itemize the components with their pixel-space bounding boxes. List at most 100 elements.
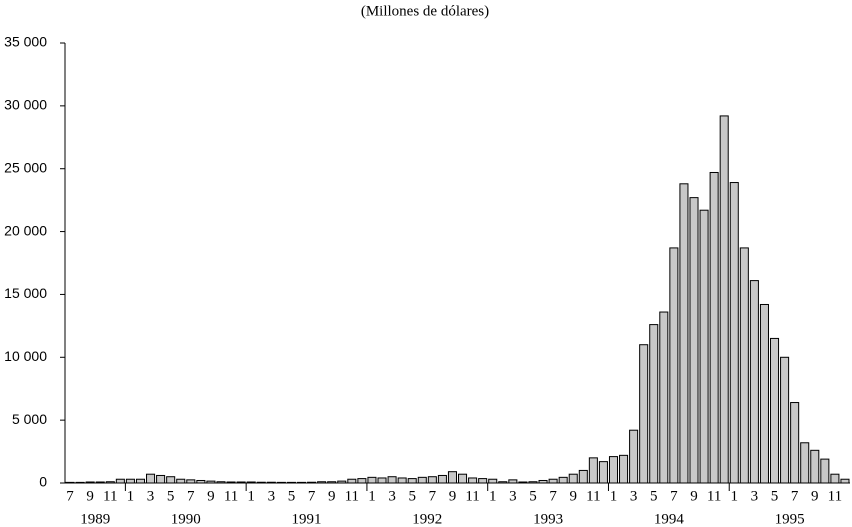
year-label: 1994 (654, 511, 685, 527)
bar (790, 402, 800, 484)
bar (468, 477, 478, 484)
bar (729, 182, 739, 484)
bar (719, 115, 729, 484)
year-label: 1990 (171, 511, 201, 527)
bar (498, 481, 508, 484)
x-tick-label: 11 (586, 488, 600, 504)
x-tick-label: 5 (529, 488, 537, 504)
bar (528, 481, 538, 484)
x-tick-label: 9 (811, 488, 819, 504)
bar (236, 481, 246, 484)
x-tick-label: 1 (368, 488, 376, 504)
x-tick-label: 5 (408, 488, 416, 504)
bar (437, 474, 447, 484)
bar (689, 197, 699, 484)
bar (166, 476, 176, 484)
bar (619, 454, 629, 484)
bar (95, 481, 105, 484)
bar (156, 474, 166, 484)
bar (649, 324, 659, 484)
x-tick-label: 9 (690, 488, 698, 504)
x-tick-label: 1 (489, 488, 497, 504)
x-tick-label: 9 (86, 488, 94, 504)
x-tick-label: 7 (187, 488, 195, 504)
bar (800, 442, 810, 484)
bar (588, 457, 598, 484)
bar (125, 478, 135, 484)
bar (679, 183, 689, 484)
x-tick-label: 11 (707, 488, 721, 504)
bar (286, 481, 296, 484)
bar (196, 479, 206, 484)
y-tick-label: 30 000 (4, 97, 47, 113)
x-tick-label: 11 (465, 488, 479, 504)
x-tick-label: 5 (650, 488, 658, 504)
bar (65, 481, 75, 484)
bar (347, 478, 357, 484)
bar (115, 478, 125, 484)
y-tick-label: 20 000 (4, 222, 47, 238)
bar (327, 481, 337, 484)
bar (337, 480, 347, 484)
bar (206, 480, 216, 484)
bar (478, 478, 488, 484)
bar (256, 481, 266, 484)
x-tick-label: 11 (345, 488, 359, 504)
x-tick-label: 1 (610, 488, 618, 504)
bar (458, 473, 468, 484)
year-label: 1992 (412, 511, 442, 527)
bar (699, 209, 709, 484)
y-tick-label: 5 000 (12, 411, 47, 427)
bar (709, 171, 719, 484)
x-tick-label: 9 (569, 488, 577, 504)
bar (659, 311, 669, 484)
x-tick-label: 5 (771, 488, 779, 504)
x-tick-label: 7 (429, 488, 437, 504)
bar (749, 280, 759, 484)
bar (377, 477, 387, 484)
bar (397, 477, 407, 484)
x-tick-label: 11 (224, 488, 238, 504)
x-tick-label: 5 (167, 488, 175, 504)
x-tick-label: 7 (670, 488, 678, 504)
bar (598, 461, 608, 484)
x-tick-label: 7 (66, 488, 74, 504)
bar (307, 481, 317, 484)
bar (769, 337, 780, 484)
x-tick-label: 1 (247, 488, 255, 504)
y-tick-label: 0 (39, 474, 47, 490)
bar (608, 456, 619, 484)
bar (669, 247, 679, 484)
x-tick-label: 11 (103, 488, 117, 504)
x-tick-label: 9 (449, 488, 457, 504)
x-tick-label: 7 (549, 488, 557, 504)
bar (266, 481, 276, 484)
bar (387, 476, 397, 484)
bar (216, 481, 226, 484)
y-tick-label: 10 000 (4, 348, 47, 364)
bar (739, 247, 749, 484)
bar (447, 471, 457, 484)
bar (488, 478, 498, 484)
bar (367, 476, 377, 484)
year-label: 1993 (533, 511, 563, 527)
bar (568, 473, 578, 484)
bar (276, 481, 286, 484)
x-tick-label: 1 (731, 488, 739, 504)
bar (176, 478, 186, 484)
bar (417, 476, 427, 484)
y-tick-label: 25 000 (4, 159, 47, 175)
bar (518, 481, 528, 484)
bar (427, 476, 437, 484)
bar (538, 479, 548, 484)
year-label: 1989 (80, 511, 110, 527)
x-tick-label: 3 (630, 488, 638, 504)
bar (508, 479, 518, 484)
bar (639, 344, 649, 484)
bar (830, 473, 840, 484)
x-tick-label: 5 (288, 488, 296, 504)
bar (558, 476, 568, 484)
bar (407, 478, 417, 484)
